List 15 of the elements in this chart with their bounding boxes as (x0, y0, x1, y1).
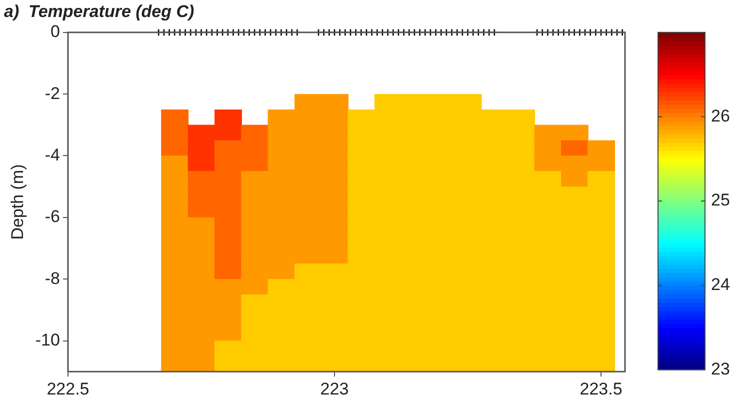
y-tick-label: -4 (44, 145, 60, 164)
x-tick-label: 222.5 (46, 379, 90, 398)
y-tick-label: -8 (44, 268, 60, 288)
y-tick-label: -10 (35, 330, 60, 350)
y-tick-label: -6 (44, 207, 60, 226)
color-bar-label: 24 (711, 274, 730, 294)
color-bar-label: 25 (711, 190, 730, 210)
x-tick-label: 223.5 (580, 379, 622, 398)
x-tick-label: 223 (320, 379, 349, 398)
y-tick-label: -2 (44, 84, 60, 103)
color-bar-label: 23 (711, 359, 730, 378)
y-axis-title: Depth (m) (8, 164, 27, 240)
y-tick-label: 0 (50, 22, 60, 42)
chart-title: a) Temperature (deg C) (4, 2, 195, 21)
color-bar-label: 26 (711, 106, 730, 126)
